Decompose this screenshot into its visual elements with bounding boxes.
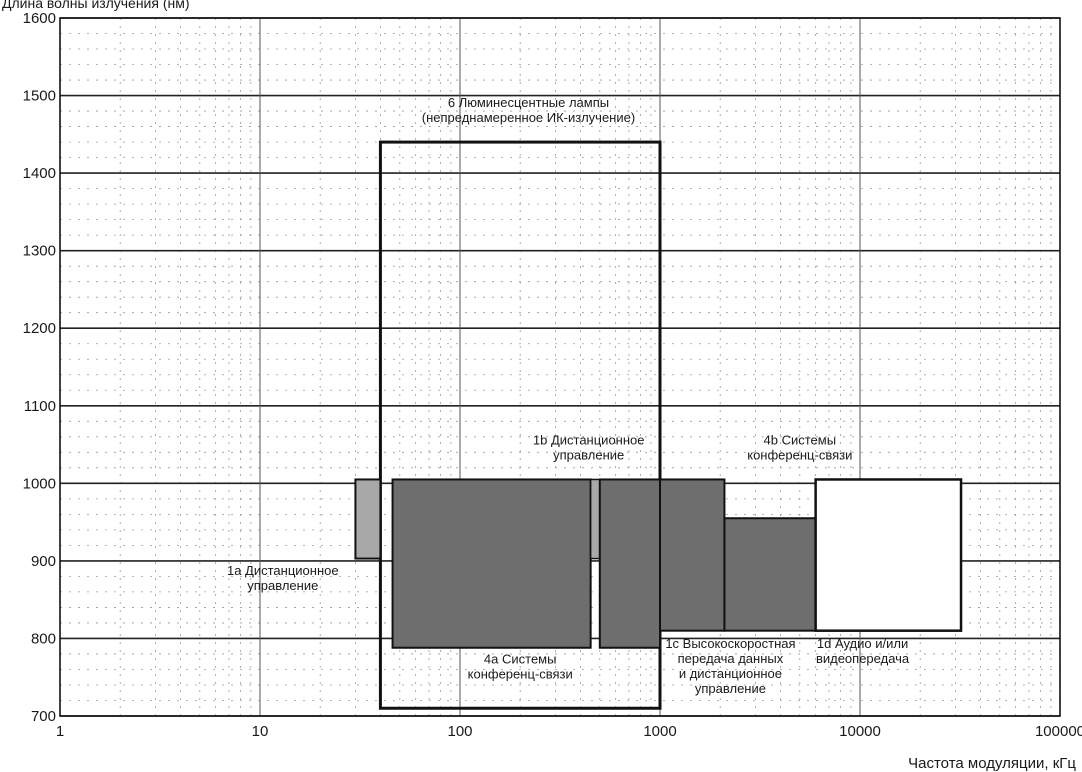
- y-tick-label: 1200: [23, 320, 56, 337]
- region-6: [378, 140, 662, 710]
- y-tick-label: 1300: [23, 243, 56, 260]
- region-4b-2: [723, 517, 817, 632]
- annotation-label: 1c Высокоскоростная передача данных и дист…: [665, 636, 795, 696]
- annotations: 6 Люминесцентные лампы (непреднамеренное …: [227, 95, 910, 696]
- x-tick-label: 1000: [643, 723, 676, 740]
- y-tick-label: 800: [31, 630, 56, 647]
- region-1d: [814, 478, 963, 632]
- annotation-label: 4a Системы конференц-связи: [468, 651, 573, 681]
- y-tick-label: 1500: [23, 88, 56, 105]
- plot-border: [59, 17, 1061, 717]
- x-tick-label: 10000: [839, 723, 881, 740]
- annotation-label: 4b Системы конференц-связи: [747, 433, 852, 463]
- y-tick-label: 700: [31, 708, 56, 725]
- x-tick-label: 10: [252, 723, 269, 740]
- y-tick-label: 900: [31, 553, 56, 570]
- x-tick-label: 1: [56, 723, 64, 740]
- x-tick-label: 100000: [1035, 723, 1082, 740]
- x-axis-label: Частота модуляции, кГц: [908, 755, 1076, 772]
- annotation-label: 6 Люминесцентные лампы (непреднамеренное …: [422, 95, 635, 125]
- region-1b-strip: [589, 478, 601, 560]
- x-tick-label: 100: [447, 723, 472, 740]
- annotation-label: 1b Дистанционное управление: [533, 433, 645, 463]
- plot-frame: [59, 17, 1061, 717]
- annotation-label: 1d Аудио и/или видеопередача: [816, 636, 910, 666]
- region-4a-2: [598, 478, 662, 649]
- y-tick-label: 1100: [24, 398, 56, 415]
- y-tick-label: 1000: [23, 475, 56, 492]
- region-1a: [354, 478, 382, 560]
- annotation-label: 1a Дистанционное управление: [227, 563, 339, 593]
- y-tick-label: 1600: [23, 10, 56, 27]
- y-tick-label: 1400: [23, 165, 56, 182]
- region-4b-1: [659, 478, 726, 632]
- y-axis-label: Длина волны излучения (нм): [2, 0, 190, 11]
- regions: [354, 140, 963, 710]
- region-4a-1: [391, 478, 592, 649]
